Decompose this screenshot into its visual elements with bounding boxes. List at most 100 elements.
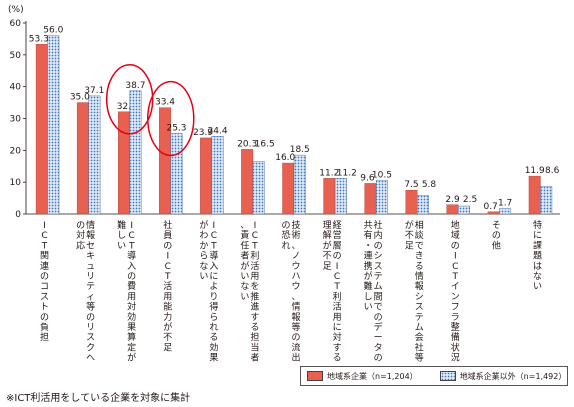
- category-char: の: [374, 313, 383, 323]
- legend-item-series2: 地域系企業以外（n=1,492）: [439, 371, 566, 382]
- data-label-series2-0: 56.0: [43, 26, 63, 36]
- category-char: へ: [86, 354, 95, 364]
- category-char: を: [250, 281, 259, 292]
- category-char: き: [415, 251, 424, 262]
- data-label-series1-9: 7.5: [404, 180, 418, 190]
- category-char: 費: [127, 280, 136, 292]
- category-char: が: [240, 260, 249, 272]
- category-char: 層: [333, 240, 342, 251]
- category-char: 況: [451, 353, 460, 364]
- bar-series2-2: [129, 90, 142, 215]
- bar-series1-5: [241, 149, 254, 215]
- category-char: 社: [415, 341, 424, 353]
- category-char: イ: [451, 282, 460, 292]
- category-char: 、: [240, 221, 249, 231]
- category-char: 他: [492, 239, 501, 251]
- y-axis: 0 10 20 30 40 50 60: [10, 19, 560, 220]
- category-char: T: [164, 272, 171, 282]
- category-char: 経: [333, 219, 342, 231]
- category-char: の: [86, 313, 95, 323]
- category-char: 能: [163, 301, 172, 313]
- category-char: ス: [415, 303, 424, 313]
- y-tick-label: 10: [10, 178, 22, 188]
- category-char: い: [533, 282, 542, 292]
- category-char: 進: [250, 301, 259, 313]
- category-char: C: [211, 231, 217, 241]
- category-char: 営: [333, 229, 342, 241]
- data-label-series2-7: 11.2: [337, 168, 357, 178]
- category-char: 効: [127, 311, 136, 323]
- category-label-3: 社員の I C T 活用能力が不足: [163, 219, 172, 353]
- category-char: が: [405, 219, 414, 231]
- category-char: る: [333, 353, 342, 364]
- data-label-series2-5: 16.5: [255, 139, 275, 149]
- y-tick-label: 50: [10, 51, 22, 61]
- category-char: に: [333, 322, 342, 333]
- category-char: ら: [199, 251, 208, 262]
- category-char: 用: [250, 271, 259, 282]
- category-char: テ: [415, 312, 424, 323]
- category-char: 情: [86, 219, 95, 231]
- category-char: 用: [163, 291, 172, 302]
- category-char: T: [210, 241, 217, 251]
- category-char: 定: [127, 341, 136, 353]
- category-char: 不: [405, 230, 414, 241]
- category-char: 情: [415, 270, 424, 282]
- category-char: 等: [415, 352, 424, 364]
- category-char: 当: [250, 341, 259, 353]
- category-label-9: 相談できる情報システム会社等 が不足: [405, 219, 424, 364]
- category-label-12: 特に課題はない: [533, 219, 542, 292]
- highlight-ellipses: [105, 64, 195, 157]
- category-char: の: [374, 241, 383, 251]
- y-axis-unit-label: (%): [8, 5, 24, 15]
- category-char: 力: [163, 311, 172, 323]
- category-char: 任: [240, 239, 249, 251]
- category-char: 対: [76, 229, 85, 241]
- category-char: わ: [199, 230, 208, 241]
- category-char: り: [209, 291, 218, 302]
- bar-series2-1: [88, 95, 101, 215]
- legend-label-series1: 地域系企業（n=1,204）: [327, 371, 418, 381]
- category-char: 題: [533, 251, 542, 262]
- highlight-ellipse-2: [105, 64, 154, 135]
- footnote: ※ICT利活用をしている企業を対象に集計: [6, 393, 191, 404]
- category-char: 足: [323, 261, 332, 272]
- category-char: 不: [163, 332, 172, 343]
- category-char: る: [250, 322, 259, 333]
- category-char: す: [250, 312, 259, 323]
- category-char: 活: [250, 260, 259, 272]
- legend: 地域系企業（n=1,204） 地域系企業以外（n=1,492）: [300, 366, 568, 386]
- category-char: ィ: [86, 292, 95, 302]
- category-char: I: [130, 221, 133, 231]
- bar-series2-8: [375, 180, 388, 215]
- bar-series2-11: [499, 208, 512, 215]
- category-char: 用: [333, 312, 342, 323]
- category-char: 難: [364, 280, 373, 292]
- category-char: す: [333, 342, 342, 353]
- bar-series1-6: [282, 162, 295, 215]
- bar-series2-9: [417, 195, 429, 215]
- data-label-series2-1: 37.1: [84, 86, 104, 96]
- category-char: ト: [40, 303, 49, 313]
- data-label-series1-4: 23.9: [193, 128, 213, 138]
- category-char: が: [163, 321, 172, 333]
- category-char: 間: [374, 291, 383, 302]
- category-char: で: [374, 303, 383, 313]
- category-char: 会: [415, 331, 424, 343]
- bar-series1-11: [487, 211, 500, 215]
- category-char: 状: [451, 341, 460, 353]
- category-label-1: 情報セキュリティ等のリスクへの対応: [76, 219, 95, 364]
- category-char: タ: [374, 342, 383, 353]
- category-label-7: 経営層の I C T 利活用に対する 理解が不足: [323, 219, 342, 364]
- y-tick-label: 20: [10, 146, 22, 156]
- category-char: リ: [86, 323, 95, 333]
- category-char: ー: [374, 333, 383, 343]
- data-label-series1-3: 33.4: [155, 98, 175, 108]
- category-char: な: [533, 271, 542, 282]
- category-char: 等: [291, 321, 300, 333]
- category-char: の: [451, 241, 460, 251]
- category-char: 不: [323, 251, 332, 262]
- category-char: 用: [127, 291, 136, 302]
- category-char: 技: [291, 219, 300, 231]
- category-char: I: [43, 221, 46, 231]
